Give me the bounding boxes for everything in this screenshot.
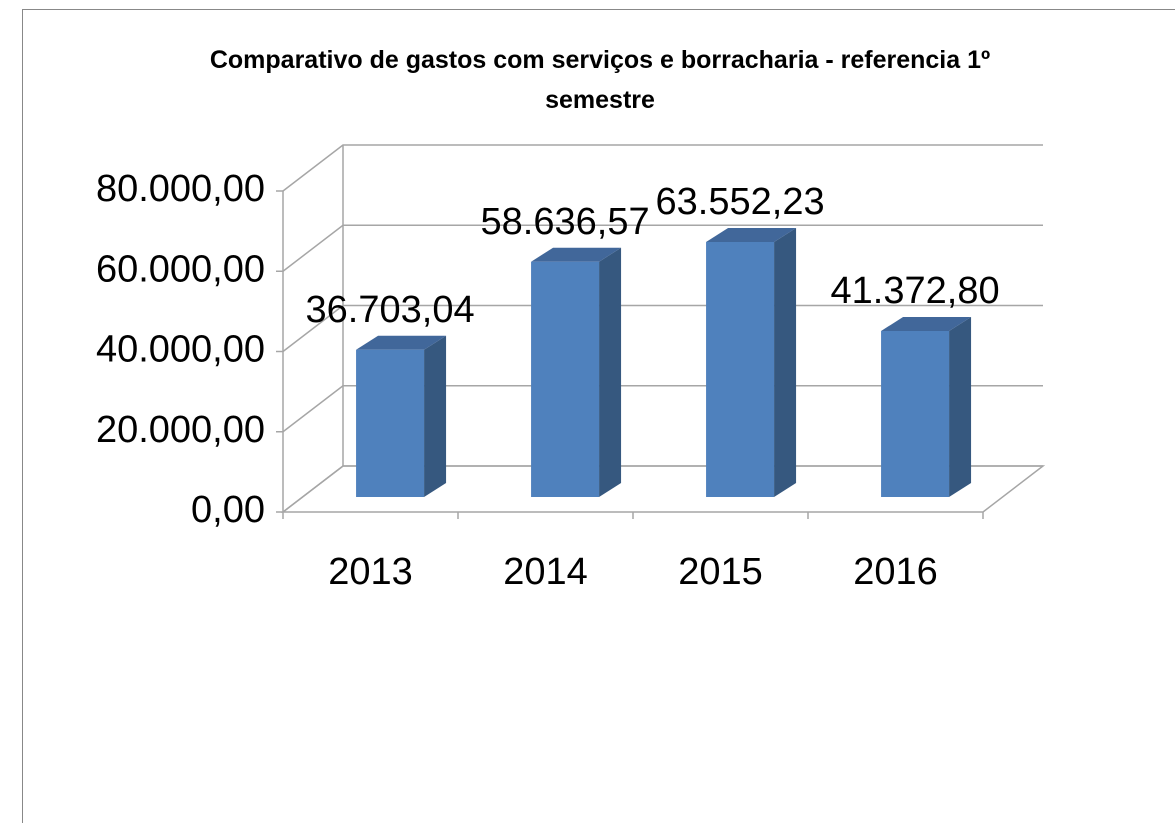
data-label: 41.372,80	[831, 270, 1000, 312]
bar-top	[356, 335, 447, 350]
bar	[881, 330, 950, 497]
grid-line	[282, 304, 1043, 353]
bar-side	[599, 247, 622, 497]
x-tick-label: 2016	[853, 551, 938, 593]
y-tick-label: 20.000,00	[96, 409, 265, 451]
grid-line	[282, 144, 1043, 192]
bar-side	[774, 227, 797, 497]
y-tick-label: 60.000,00	[96, 248, 265, 290]
y-tick-label: 0,00	[191, 489, 265, 531]
bar	[356, 349, 425, 497]
grid-line	[282, 465, 1043, 513]
y-tick-label: 80.000,00	[96, 168, 265, 210]
x-tick-label: 2015	[678, 551, 763, 593]
bar-side	[424, 335, 447, 497]
bar-side	[949, 316, 972, 497]
bar	[706, 241, 775, 497]
chart-title: Comparativo de gastos com serviços e bor…	[209, 46, 991, 114]
x-tick-label: 2013	[328, 551, 413, 593]
bar-top	[881, 316, 972, 331]
bar-top	[531, 247, 622, 262]
bar	[531, 261, 600, 497]
grid-line	[282, 385, 1043, 433]
data-label: 36.703,04	[306, 289, 475, 331]
x-tick-label: 2014	[503, 551, 588, 593]
bar-top	[706, 227, 797, 242]
chart-border	[22, 9, 1175, 823]
data-label: 58.636,57	[481, 201, 650, 243]
y-tick-label: 40.000,00	[96, 329, 265, 371]
data-label: 63.552,23	[656, 181, 825, 223]
grid-line	[282, 224, 1043, 272]
